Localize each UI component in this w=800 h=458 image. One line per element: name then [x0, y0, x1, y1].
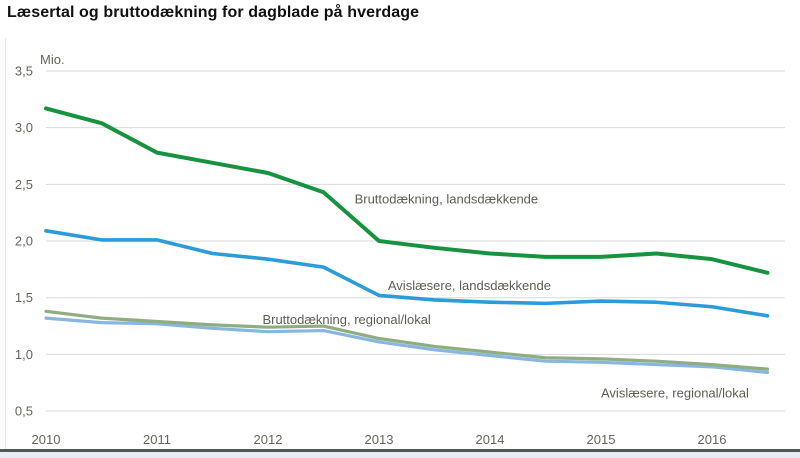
- x-tick-label: 2014: [476, 432, 505, 447]
- y-tick-label: 1,5: [15, 290, 33, 305]
- x-tick-label: 2010: [32, 432, 61, 447]
- y-tick-label: 3,0: [15, 120, 33, 135]
- series-label-avislaesere-landsdaekkende: Avislæsere, landsdækkende: [388, 278, 551, 293]
- series-label-avislaesere-regional-lokal: Avislæsere, regional/lokal: [601, 385, 749, 400]
- x-tick-label: 2015: [587, 432, 616, 447]
- series-line-bruttodaekning-regional-lokal: [44, 309, 770, 371]
- footer-strip: [0, 452, 800, 458]
- y-tick-label: 1,0: [15, 347, 33, 362]
- x-tick-label: 2016: [698, 432, 727, 447]
- y-tick-label: 0,5: [15, 404, 33, 419]
- y-tick-label: 2,0: [15, 234, 33, 249]
- series-label-bruttodaekning-landsdaekkende: Bruttodækning, landsdækkende: [355, 192, 539, 207]
- x-tick-label: 2012: [254, 432, 283, 447]
- y-tick-label: 3,5: [15, 64, 33, 79]
- chart-title: Læsertal og bruttodækning for dagblade p…: [7, 4, 420, 21]
- series-label-bruttodaekning-regional-lokal: Bruttodækning, regional/lokal: [262, 312, 430, 327]
- series-line-avislaesere-regional-lokal: [44, 316, 770, 375]
- x-tick-label: 2013: [365, 432, 394, 447]
- y-tick-label: 2,5: [15, 177, 33, 192]
- unit-label: Mio.: [40, 52, 65, 67]
- plot-left-border: [5, 38, 6, 450]
- series-line-avislaesere-landsdaekkende: [44, 229, 770, 318]
- series-line-bruttodaekning-landsdaekkende: [44, 106, 770, 275]
- footer-divider: [0, 449, 800, 452]
- x-tick-label: 2011: [143, 432, 171, 447]
